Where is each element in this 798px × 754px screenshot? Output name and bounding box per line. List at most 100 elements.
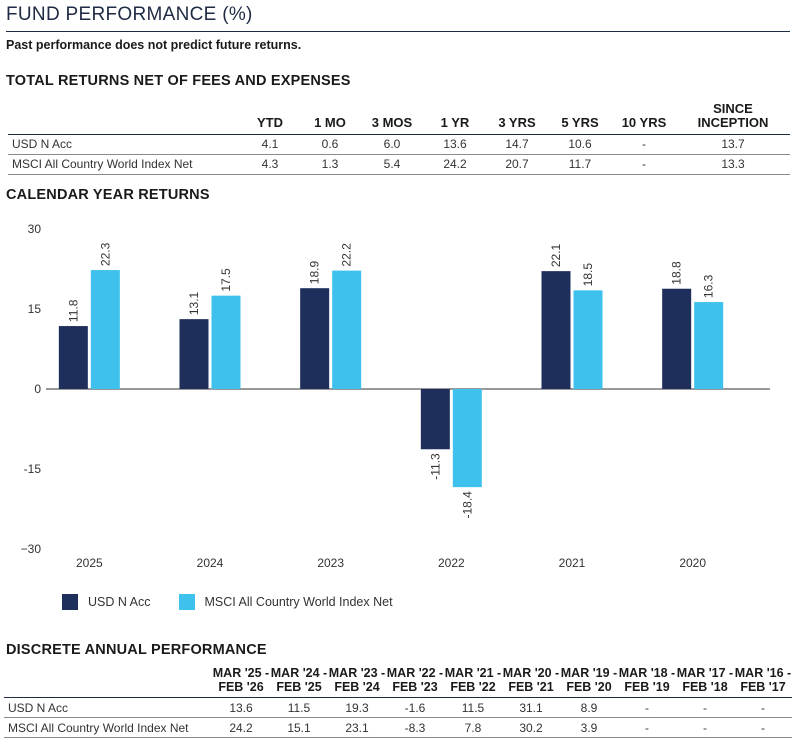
discrete-col-header: MAR '16 - FEB '17 [734,666,792,698]
discrete-col-header: MAR '21 - FEB '22 [444,666,502,698]
x-tick-label: 2024 [197,556,224,570]
data-label: 17.5 [219,268,233,292]
table-cell: 11.7 [548,154,612,175]
bar-index [90,270,120,389]
page-title: FUND PERFORMANCE (%) [6,4,253,25]
bar-index [694,302,724,389]
table-cell: - [618,717,676,738]
period-start: MAR '22 - [386,666,444,680]
table-cell: 24.2 [424,154,486,175]
y-tick-label: 30 [28,222,42,236]
returns-header-row: YTD 1 MO 3 MOS 1 YR 3 YRS 5 YRS 10 YRS S… [8,98,790,134]
returns-col-header: 5 YRS [561,114,599,130]
table-cell: 14.7 [486,133,548,155]
period-start: MAR '25 - [212,666,270,680]
period-start: MAR '17 - [676,666,734,680]
table-cell: - [618,697,676,718]
discrete-section-title: DISCRETE ANNUAL PERFORMANCE [6,642,267,658]
discrete-col-header: MAR '23 - FEB '24 [328,666,386,698]
discrete-col-header: MAR '25 - FEB '26 [212,666,270,698]
data-label: 11.8 [66,299,80,322]
period-end: FEB '26 [218,680,264,694]
data-label: 13.1 [187,291,201,315]
period-start: MAR '21 - [444,666,502,680]
y-tick-label: -15 [24,462,42,476]
table-cell: -8.3 [386,717,444,738]
bar-fund [179,319,209,389]
bar-fund [420,389,450,450]
table-cell: -1.6 [386,697,444,718]
calendar-section-title: CALENDAR YEAR RETURNS [6,187,210,203]
period-end: FEB '17 [740,680,786,694]
discrete-col-header: MAR '20 - FEB '21 [502,666,560,698]
data-label: -18.4 [460,491,474,519]
table-cell: 3.9 [560,717,618,738]
table-cell: - [734,697,792,718]
period-start: MAR '18 - [618,666,676,680]
data-label: -11.3 [428,453,442,480]
title-divider [6,31,790,32]
period-start: MAR '23 - [328,666,386,680]
data-label: 22.3 [98,242,112,266]
period-end: FEB '19 [624,680,670,694]
table-cell: 5.4 [360,154,424,175]
row-label: MSCI All Country World Index Net [4,717,212,738]
table-cell: 11.5 [270,697,328,718]
table-cell: 6.0 [360,133,424,155]
table-cell: 8.9 [560,697,618,718]
chart-legend: USD N Acc MSCI All Country World Index N… [62,594,421,610]
period-start: MAR '19 - [560,666,618,680]
table-cell: 4.1 [240,133,300,155]
bar-fund [541,271,571,389]
data-label: 22.2 [340,243,354,267]
period-end: FEB '25 [276,680,322,694]
period-start: MAR '24 - [270,666,328,680]
discrete-col-header: MAR '17 - FEB '18 [676,666,734,698]
period-start: MAR '20 - [502,666,560,680]
legend-label: USD N Acc [88,595,151,609]
table-cell: 4.3 [240,154,300,175]
bar-index [332,270,362,389]
data-label: 18.5 [581,263,595,287]
table-row: MSCI All Country World Index Net 4.3 1.3… [8,154,790,175]
table-cell: 0.6 [300,133,360,155]
returns-col-header: SINCE INCEPTION [697,100,769,130]
table-cell: - [676,717,734,738]
period-end: FEB '20 [566,680,612,694]
period-end: FEB '23 [392,680,438,694]
bar-fund [58,326,88,389]
returns-col-header: 1 YR [440,114,470,130]
table-row: MSCI All Country World Index Net 24.2 15… [4,717,792,738]
returns-col-header: 10 YRS [621,114,667,130]
period-end: FEB '22 [450,680,496,694]
period-end: FEB '24 [334,680,380,694]
data-label: 18.8 [670,261,684,285]
x-tick-label: 2025 [76,556,103,570]
bar-fund [662,288,692,389]
bar-index [452,389,482,488]
discrete-performance-table: MAR '25 - FEB '26 MAR '24 - FEB '25 MAR '2… [4,666,792,738]
table-cell: 19.3 [328,697,386,718]
table-cell: 15.1 [270,717,328,738]
table-cell: 11.5 [444,697,502,718]
x-tick-label: 2020 [679,556,706,570]
table-cell: 13.3 [676,154,790,175]
discrete-col-header: MAR '24 - FEB '25 [270,666,328,698]
legend-label: MSCI All Country World Index Net [204,595,393,609]
discrete-header-blank [4,666,212,698]
x-tick-label: 2023 [317,556,344,570]
disclaimer-text: Past performance does not predict future… [6,38,302,52]
table-cell: - [676,697,734,718]
period-end: FEB '18 [682,680,728,694]
bar-index [573,290,603,389]
x-tick-label: 2021 [559,556,586,570]
table-row: USD N Acc 13.6 11.5 19.3 -1.6 11.5 31.1 … [4,697,792,718]
returns-col-header: 3 YRS [498,114,536,130]
table-cell: 13.7 [676,133,790,155]
legend-item: MSCI All Country World Index Net [178,594,393,610]
table-cell: 1.3 [300,154,360,175]
bar-index [211,295,241,389]
table-cell: 7.8 [444,717,502,738]
legend-item: USD N Acc [62,594,151,610]
table-cell: 30.2 [502,717,560,738]
